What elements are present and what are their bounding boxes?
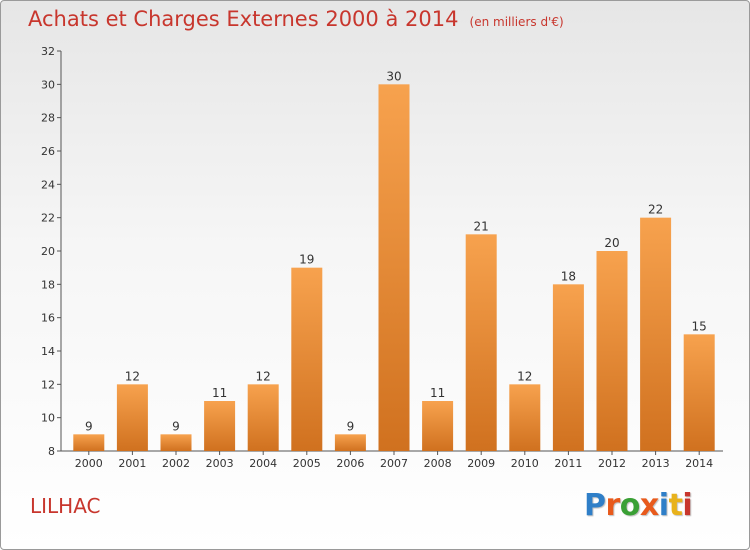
- bar-value-label: 9: [347, 419, 355, 433]
- bar-2007: [378, 84, 410, 451]
- bar-value-label: 9: [172, 419, 180, 433]
- x-tick-label: 2000: [75, 457, 103, 470]
- bar-value-label: 19: [299, 253, 314, 267]
- x-tick-label: 2013: [642, 457, 670, 470]
- bar-2003: [204, 401, 236, 451]
- y-tick-label: 32: [41, 45, 55, 58]
- logo-letter: o: [619, 488, 641, 523]
- x-tick-label: 2001: [118, 457, 146, 470]
- bar-2004: [247, 384, 279, 451]
- x-tick-label: 2007: [380, 457, 408, 470]
- y-tick-label: 16: [41, 312, 55, 325]
- bar-2009: [465, 234, 497, 451]
- x-tick-label: 2003: [206, 457, 234, 470]
- y-tick-label: 12: [41, 378, 55, 391]
- bar-value-label: 9: [85, 419, 93, 433]
- bar-value-label: 12: [517, 369, 532, 383]
- logo-letter: P: [584, 488, 606, 523]
- y-tick-label: 30: [41, 78, 55, 91]
- bar-chart: 8 10 12 14 16 18 20 22 24 26 28 30 32 2000 2001 2002 200…: [41, 45, 723, 470]
- bar-2014: [683, 334, 715, 451]
- y-tick-label: 22: [41, 212, 55, 225]
- bar-2012: [596, 251, 628, 451]
- y-tick-label: 10: [41, 412, 55, 425]
- proxiti-logo: Proxiti: [584, 488, 693, 523]
- logo-letter: i: [682, 488, 693, 523]
- x-tick-label: 2012: [598, 457, 626, 470]
- x-tick-label: 2009: [467, 457, 495, 470]
- bar-2013: [640, 217, 672, 451]
- x-tick-label: 2014: [685, 457, 713, 470]
- x-tick-label: 2004: [249, 457, 277, 470]
- y-tick-label: 28: [41, 112, 55, 125]
- bar-value-label: 11: [430, 386, 445, 400]
- bar-value-label: 30: [386, 69, 401, 83]
- y-tick-label: 20: [41, 245, 55, 258]
- bar-2006: [334, 434, 366, 451]
- bar-value-label: 12: [125, 369, 140, 383]
- chart-unit: (en milliers d'€): [469, 15, 564, 29]
- y-tick-label: 14: [41, 345, 55, 358]
- bar-value-label: 18: [561, 269, 576, 283]
- x-tick-label: 2010: [511, 457, 539, 470]
- logo-letter: t: [668, 488, 683, 523]
- bar-value-label: 11: [212, 386, 227, 400]
- bar-2008: [422, 401, 454, 451]
- y-tick-label: 18: [41, 278, 55, 291]
- logo-letter: i: [658, 488, 669, 523]
- chart-title: Achats et Charges Externes 2000 à 2014 (…: [28, 7, 564, 31]
- x-tick-label: 2011: [554, 457, 582, 470]
- bar-2001: [116, 384, 148, 451]
- x-tick-label: 2005: [293, 457, 321, 470]
- chart-title-text: Achats et Charges Externes 2000 à 2014: [28, 7, 459, 31]
- commune-name: LILHAC: [30, 494, 101, 518]
- y-tick-label: 26: [41, 145, 55, 158]
- bar-2000: [73, 434, 105, 451]
- x-tick-label: 2008: [424, 457, 452, 470]
- bar-value-label: 21: [474, 219, 489, 233]
- logo-letter: x: [639, 488, 659, 523]
- bar-value-label: 15: [692, 319, 707, 333]
- bar-2005: [291, 267, 323, 451]
- bar-2011: [552, 284, 584, 451]
- logo-letter: r: [605, 488, 621, 523]
- y-tick-label: 24: [41, 178, 55, 191]
- bar-value-label: 12: [256, 369, 271, 383]
- bar-value-label: 20: [604, 236, 619, 250]
- x-tick-label: 2002: [162, 457, 190, 470]
- bar-value-label: 22: [648, 203, 663, 217]
- y-tick-label: 8: [48, 445, 55, 458]
- bar-2002: [160, 434, 192, 451]
- x-tick-label: 2006: [336, 457, 364, 470]
- bar-2010: [509, 384, 541, 451]
